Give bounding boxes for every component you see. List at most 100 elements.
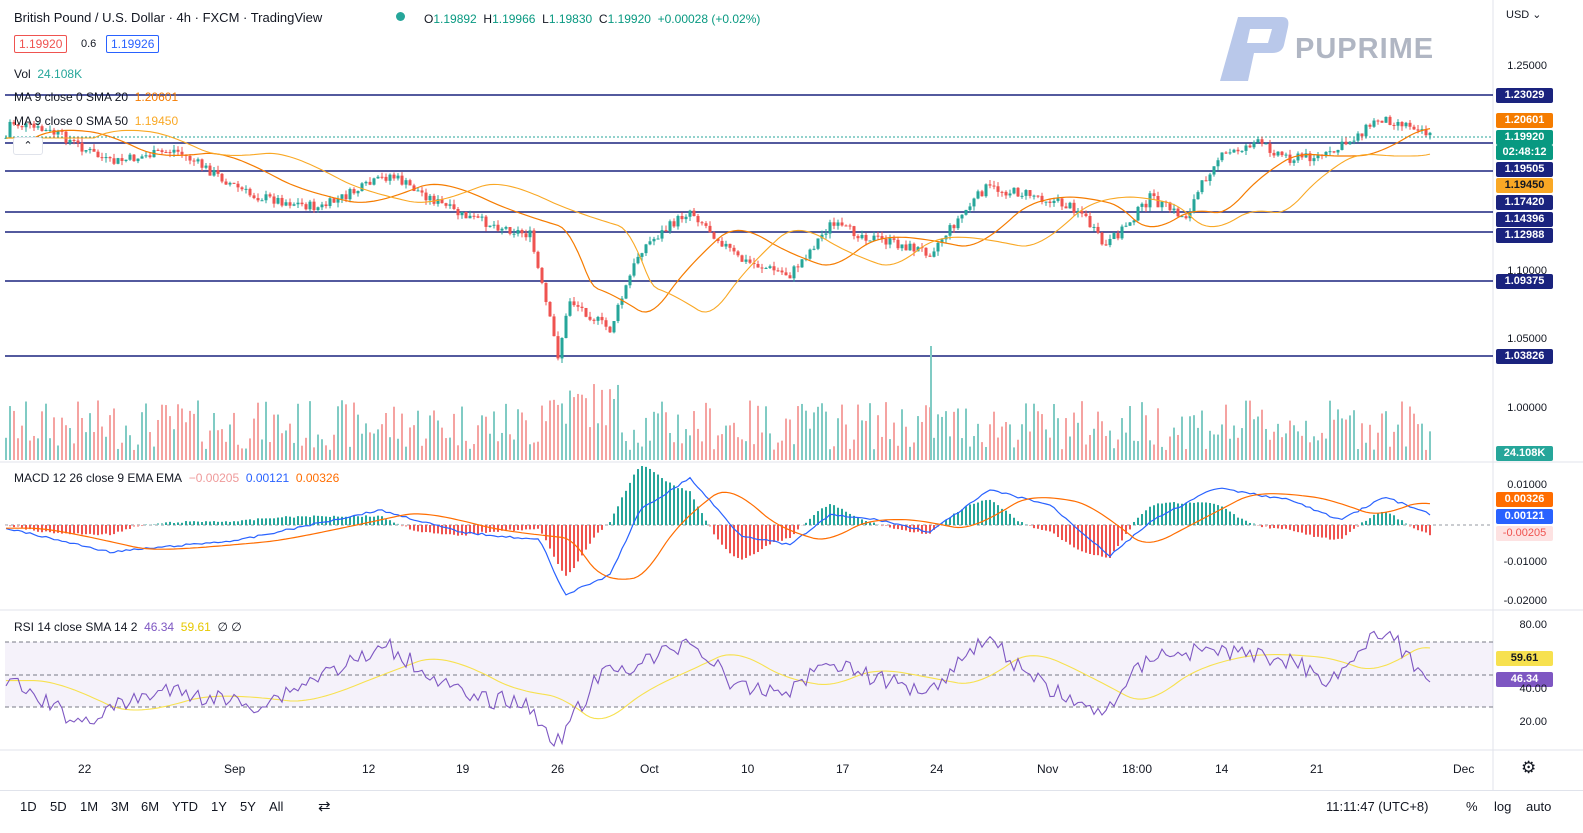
macd-histogram-bar <box>1037 525 1039 529</box>
volume-bar <box>985 447 987 460</box>
candle-body <box>985 184 988 196</box>
candle-body <box>1357 133 1360 140</box>
auto-toggle[interactable]: auto <box>1526 799 1551 814</box>
macd-histogram-bar <box>1013 518 1015 525</box>
volume-bar <box>813 412 815 460</box>
volume-bar <box>1093 429 1095 460</box>
volume-bar <box>1161 447 1163 460</box>
volume-bar <box>693 411 695 460</box>
candle-body <box>161 150 164 152</box>
timeframe-1y-button[interactable]: 1Y <box>211 799 227 814</box>
volume-bar <box>609 389 611 460</box>
settings-gear-icon[interactable]: ⚙ <box>1521 758 1536 778</box>
macd-histogram-bar <box>1217 505 1219 525</box>
timeframe-5d-button[interactable]: 5D <box>50 799 67 814</box>
candle-body <box>929 256 932 257</box>
candle-body <box>261 200 264 201</box>
macd-histogram-bar <box>457 525 459 536</box>
macd-histogram-bar <box>401 525 403 526</box>
candle-body <box>1393 125 1396 126</box>
symbol-title[interactable]: British Pound / U.S. Dollar · 4h · FXCM … <box>14 10 322 25</box>
macd-histogram-bar <box>1093 525 1095 555</box>
volume-bar <box>489 434 491 460</box>
volume-bar <box>1077 423 1079 460</box>
volume-legend[interactable]: Vol 24.108K <box>14 67 82 81</box>
macd-histogram-bar <box>1421 525 1423 531</box>
timeframe-all-button[interactable]: All <box>269 799 283 814</box>
volume-bar <box>677 415 679 460</box>
timeframe-6m-button[interactable]: 6M <box>141 799 159 814</box>
macd-histogram-bar <box>577 525 579 561</box>
macd-histogram-bar <box>1117 525 1119 546</box>
volume-bar <box>1169 437 1171 460</box>
macd-histogram-bar <box>73 525 75 533</box>
macd-histogram-bar <box>149 524 151 525</box>
candle-body <box>1245 146 1248 151</box>
volume-bar <box>721 434 723 460</box>
collapse-chevron-icon[interactable]: ⌃ <box>13 137 43 155</box>
macd-histogram-bar <box>1049 525 1051 531</box>
volume-bar <box>953 412 955 460</box>
volume-bar <box>349 447 351 460</box>
candle-body <box>241 187 244 189</box>
timeframe-5y-button[interactable]: 5Y <box>240 799 256 814</box>
chart-canvas[interactable] <box>0 0 1583 790</box>
volume-bar <box>781 441 783 460</box>
volume-bar <box>997 438 999 460</box>
macd-histogram-bar <box>233 521 235 525</box>
volume-bar <box>1309 442 1311 460</box>
candle-body <box>953 225 956 228</box>
volume-bar <box>333 435 335 460</box>
clock[interactable]: 11:11:47 (UTC+8) <box>1326 799 1428 814</box>
macd-histogram-bar <box>749 525 751 556</box>
candle-body <box>557 336 560 358</box>
volume-bar <box>1113 448 1115 460</box>
volume-bar <box>145 403 147 460</box>
volume-bar <box>393 407 395 460</box>
volume-bar <box>1029 432 1031 460</box>
timeframe-3m-button[interactable]: 3M <box>111 799 129 814</box>
volume-bar <box>861 420 863 460</box>
timeframe-1m-button[interactable]: 1M <box>80 799 98 814</box>
candle-body <box>249 189 252 195</box>
buy-button[interactable]: 1.19926 <box>106 35 159 53</box>
macd-histogram-bar <box>705 521 707 525</box>
macd-legend[interactable]: MACD 12 26 close 9 EMA EMA −0.00205 0.00… <box>14 471 339 485</box>
candle-body <box>1197 192 1200 199</box>
log-toggle[interactable]: log <box>1494 799 1511 814</box>
timeframe-1d-button[interactable]: 1D <box>20 799 37 814</box>
volume-bar <box>1021 424 1023 460</box>
candle-body <box>9 122 12 138</box>
volume-bar <box>237 445 239 460</box>
candle-body <box>605 320 608 327</box>
volume-bar <box>817 407 819 460</box>
macd-histogram-bar <box>645 467 647 525</box>
candle-body <box>1009 193 1012 195</box>
candle-body <box>509 227 512 234</box>
macd-histogram-bar <box>109 525 111 535</box>
macd-histogram-bar <box>785 525 787 538</box>
candle-body <box>637 257 640 263</box>
sell-button[interactable]: 1.19920 <box>14 35 67 53</box>
candle-body <box>981 191 984 196</box>
compare-icon[interactable]: ⇄ <box>318 797 331 815</box>
volume-bar <box>481 415 483 460</box>
timeframe-ytd-button[interactable]: YTD <box>172 799 198 814</box>
currency-selector[interactable]: USD ⌄ <box>1506 8 1542 21</box>
macd-histogram-bar <box>1273 525 1275 528</box>
candle-body <box>221 174 224 182</box>
candle-body <box>645 244 648 253</box>
volume-bar <box>649 441 651 460</box>
candle-body <box>513 234 516 235</box>
percent-toggle[interactable]: % <box>1466 799 1478 814</box>
candle-body <box>109 157 112 158</box>
volume-bar <box>269 442 271 460</box>
candle-body <box>961 215 964 219</box>
volume-bar <box>1177 435 1179 460</box>
candle-body <box>1137 207 1140 221</box>
rsi-legend[interactable]: RSI 14 close SMA 14 2 46.34 59.61 ∅ ∅ <box>14 620 242 634</box>
ma20-legend[interactable]: MA 9 close 0 SMA 20 1.20601 <box>14 90 178 104</box>
volume-bar <box>1101 421 1103 460</box>
candle-body <box>293 204 296 205</box>
ma50-legend[interactable]: MA 9 close 0 SMA 50 1.19450 <box>14 114 178 128</box>
